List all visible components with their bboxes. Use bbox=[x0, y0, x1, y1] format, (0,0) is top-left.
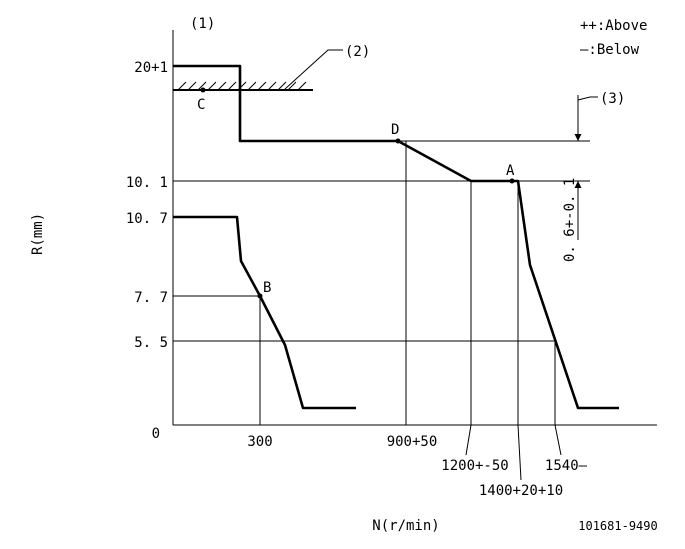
axes bbox=[172, 30, 657, 426]
label: 10. 1 bbox=[126, 175, 168, 191]
label: ++:Above bbox=[580, 18, 647, 34]
hatch bbox=[173, 49, 343, 91]
label: 101681-9490 bbox=[578, 519, 657, 533]
guide-lines bbox=[173, 95, 598, 481]
label: 10. 7 bbox=[126, 211, 168, 227]
label: 300 bbox=[247, 434, 272, 450]
label: 20+1 bbox=[134, 60, 168, 76]
label: (3) bbox=[600, 91, 625, 107]
label: (1) bbox=[190, 16, 215, 32]
label: 7. 7 bbox=[134, 290, 168, 306]
label: 0. 6+-0. 1 bbox=[562, 178, 578, 262]
labels: (1) ++:Above —:Below (2) (3) 20+1 10. 1 … bbox=[30, 16, 658, 534]
label: A bbox=[506, 163, 515, 179]
label: 5. 5 bbox=[134, 335, 168, 351]
label: R(mm) bbox=[30, 213, 46, 255]
label: 900+50 bbox=[387, 434, 438, 450]
label: B bbox=[263, 280, 271, 296]
curves bbox=[173, 64, 619, 410]
label: (2) bbox=[345, 44, 370, 60]
label: 0 bbox=[152, 426, 160, 442]
label: C bbox=[197, 97, 205, 113]
label: 1200+-50 bbox=[441, 458, 508, 474]
label: —:Below bbox=[580, 42, 640, 58]
label: D bbox=[391, 122, 399, 138]
label: 1400+20+10 bbox=[479, 483, 563, 499]
label: 1540— bbox=[545, 458, 588, 474]
label: N(r/min) bbox=[372, 518, 439, 534]
